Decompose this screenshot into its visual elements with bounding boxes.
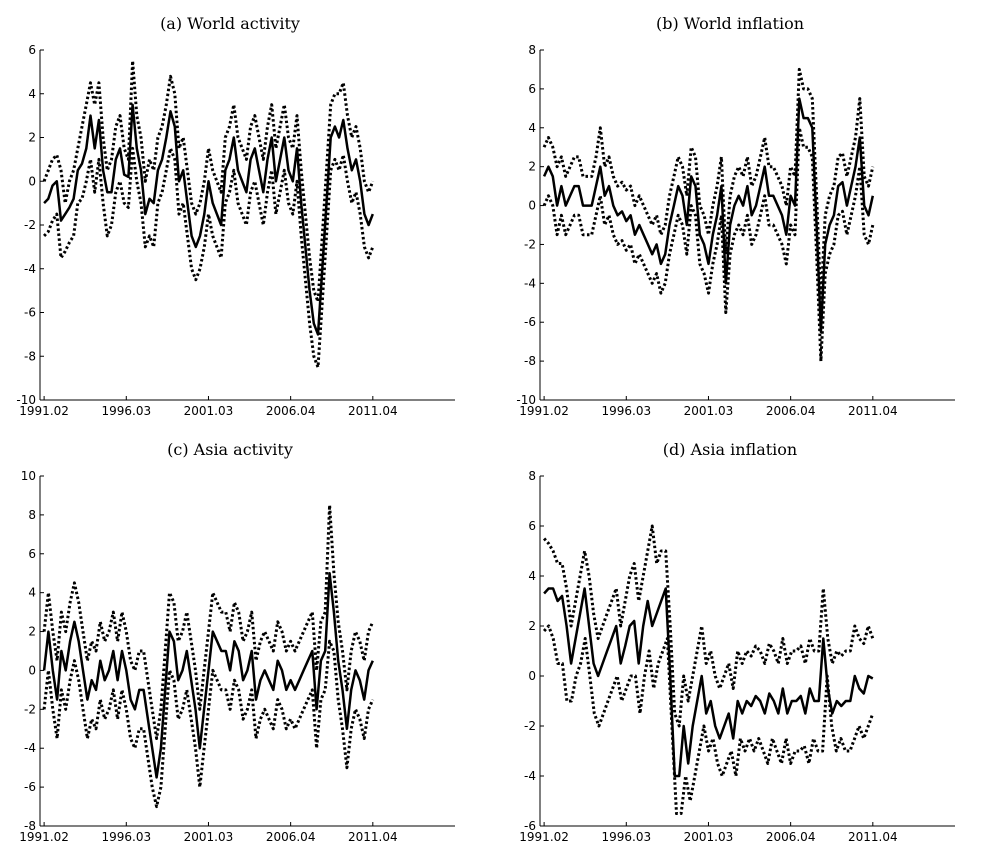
x-tick-label: 2006.04 xyxy=(266,830,316,844)
y-tick-label: -4 xyxy=(524,769,536,783)
y-tick-label: 6 xyxy=(28,43,36,57)
panel-asia-inflation: (d) Asia inflation -6 -4 -2 0 2 4 6 8 1991.02 199… xyxy=(500,428,960,844)
chart-world-activity: -10 -8 -6 -4 -2 0 2 4 6 1991.02 1996.03 2001.03 2006… xyxy=(16,43,455,418)
band-line xyxy=(542,624,875,815)
y-tick-label: 2 xyxy=(28,625,36,639)
panel-title: (c) Asia activity xyxy=(167,440,293,459)
x-tick-label: 2011.04 xyxy=(848,404,898,418)
y-tick-label: -8 xyxy=(524,354,536,368)
band-line xyxy=(43,146,375,369)
y-tick-label: 0 xyxy=(28,174,36,188)
band-line xyxy=(542,67,875,305)
y-tick-label: -2 xyxy=(24,702,36,716)
band-line xyxy=(42,59,375,304)
x-tick-label: 2001.03 xyxy=(684,404,734,418)
y-tick-label: -6 xyxy=(24,780,36,794)
y-tick-label: -10 xyxy=(16,393,36,407)
y-tick-label: -2 xyxy=(524,719,536,733)
panel-world-activity: (a) World activity -10 -8 -6 -4 -2 0 2 4 6 1991.0… xyxy=(0,0,460,418)
x-tick-label: 2006.04 xyxy=(766,404,816,418)
y-tick-label: 2 xyxy=(528,619,536,633)
y-tick-label: 6 xyxy=(528,82,536,96)
x-tick-label: 2001.03 xyxy=(184,830,234,844)
panel-asia-activity: (c) Asia activity -8 -6 -4 -2 0 2 4 6 8 10 1991.02… xyxy=(0,428,460,844)
band-line xyxy=(42,639,375,809)
band-line xyxy=(542,126,875,363)
y-tick-label: 4 xyxy=(528,569,536,583)
y-tick-label: 2 xyxy=(528,160,536,174)
y-tick-label: 4 xyxy=(28,586,36,600)
x-tick-label: 1991.02 xyxy=(19,404,69,418)
x-tick-label: 1996.03 xyxy=(601,404,651,418)
chart-world-inflation: -10 -8 -6 -4 -2 0 2 4 6 8 1991.02 1996.03 2001.03 200… xyxy=(516,43,955,418)
chart-asia-inflation: -6 -4 -2 0 2 4 6 8 1991.02 1996.03 2001.03 2006.04 2… xyxy=(519,469,955,844)
x-tick-label: 2001.03 xyxy=(684,830,734,844)
x-tick-label: 1996.03 xyxy=(101,830,151,844)
y-tick-label: -8 xyxy=(24,819,36,833)
band-line xyxy=(42,503,375,740)
y-tick-label: 8 xyxy=(528,43,536,57)
y-tick-label: 0 xyxy=(528,199,536,213)
y-tick-label: 8 xyxy=(28,508,36,522)
x-tick-label: 2006.04 xyxy=(266,404,316,418)
y-tick-label: 2 xyxy=(28,131,36,145)
y-tick-label: -4 xyxy=(24,741,36,755)
x-tick-label: 1996.03 xyxy=(601,830,651,844)
x-tick-label: 2006.04 xyxy=(766,830,816,844)
x-tick-label: 2011.04 xyxy=(848,830,898,844)
y-tick-label: -2 xyxy=(24,218,36,232)
y-tick-label: -6 xyxy=(524,819,536,833)
y-tick-label: 4 xyxy=(528,121,536,135)
panel-title: (d) Asia inflation xyxy=(662,440,798,459)
median-line xyxy=(43,103,374,336)
y-tick-label: 8 xyxy=(528,469,536,483)
y-tick-label: 4 xyxy=(28,87,36,101)
median-line xyxy=(42,571,374,779)
y-tick-label: 6 xyxy=(528,519,536,533)
y-tick-label: 0 xyxy=(528,669,536,683)
panel-title: (a) World activity xyxy=(160,14,300,33)
chart-asia-activity: -8 -6 -4 -2 0 2 4 6 8 10 1991.02 1996.03 2001.03 2006… xyxy=(19,469,455,844)
y-tick-label: -6 xyxy=(24,306,36,320)
x-tick-label: 2011.04 xyxy=(348,404,398,418)
median-line xyxy=(543,587,874,778)
panel-world-inflation: (b) World inflation -10 -8 -6 -4 -2 0 2 4 6 8 1991… xyxy=(500,0,960,418)
y-tick-label: 6 xyxy=(28,547,36,561)
x-tick-label: 1991.02 xyxy=(19,830,69,844)
band-line xyxy=(542,524,875,728)
x-tick-label: 2011.04 xyxy=(348,830,398,844)
x-tick-label: 1991.02 xyxy=(519,830,569,844)
y-tick-label: -6 xyxy=(524,315,536,329)
y-tick-label: -8 xyxy=(24,349,36,363)
y-tick-label: -10 xyxy=(516,393,536,407)
y-tick-label: -4 xyxy=(524,276,536,290)
y-tick-label: 0 xyxy=(28,663,36,677)
x-tick-label: 2001.03 xyxy=(184,404,234,418)
y-tick-label: 10 xyxy=(21,469,36,483)
panel-title: (b) World inflation xyxy=(655,14,804,33)
y-tick-label: -4 xyxy=(24,262,36,276)
x-tick-label: 1991.02 xyxy=(519,404,569,418)
y-tick-label: -2 xyxy=(524,237,536,251)
x-tick-label: 1996.03 xyxy=(101,404,151,418)
